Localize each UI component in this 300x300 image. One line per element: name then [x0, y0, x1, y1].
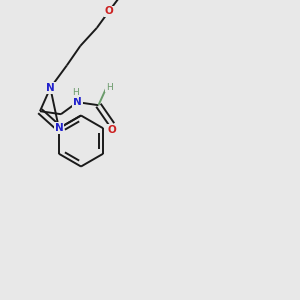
- Text: N: N: [73, 97, 82, 107]
- Text: N: N: [46, 83, 55, 93]
- Text: N: N: [55, 123, 63, 133]
- Text: H: H: [106, 83, 113, 92]
- Text: H: H: [72, 88, 78, 97]
- Text: O: O: [104, 6, 113, 16]
- Text: O: O: [108, 125, 116, 135]
